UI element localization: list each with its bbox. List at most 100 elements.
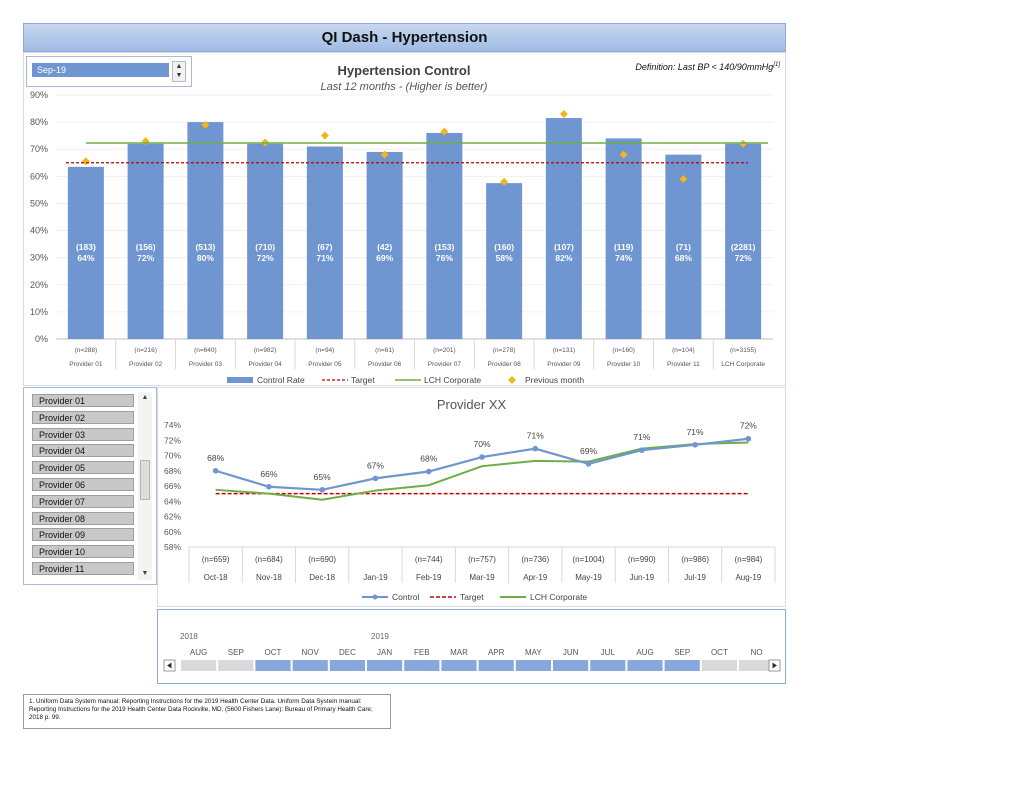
timeline-period-selected[interactable] [292, 660, 328, 671]
bar [127, 143, 164, 339]
provider-list: ▲ ▼ Provider 01 Provider 02 Provider 03 Pro… [23, 387, 157, 585]
scroll-up-icon[interactable]: ▲ [141, 394, 149, 401]
scroll-down-icon[interactable]: ▼ [141, 570, 149, 577]
bar-count-label: (160) [494, 242, 514, 252]
previous-month-marker [559, 109, 568, 118]
bar-value-label: 72% [735, 253, 752, 263]
provider-trend-line-chart: 58% 60% 62% 64% 66% 68% 70% 72% 74% (n=659) Oct-18… [164, 420, 776, 602]
category-n-label: (n=3155) [730, 347, 756, 354]
y-tick-label: 80% [30, 117, 48, 127]
previous-month-marker [380, 150, 389, 159]
dashboard-title: QI Dash - Hypertension [23, 23, 786, 52]
data-label: 69% [580, 446, 597, 456]
timeline-period-selected[interactable] [664, 660, 700, 671]
bar-count-label: (183) [76, 242, 96, 252]
timeline-month-label: NO [751, 648, 763, 657]
timeline-period-selected[interactable] [515, 660, 551, 671]
category-n-label: (n=690) [308, 555, 336, 564]
bar-value-label: 76% [436, 253, 453, 263]
provider-list-item[interactable]: Provider 01 [32, 394, 134, 407]
bar-count-label: (67) [317, 242, 332, 252]
legend-swatch-control-marker [372, 594, 378, 600]
category-label: Jul-19 [684, 573, 706, 582]
month-select-value[interactable]: Sep-19 [32, 63, 169, 77]
data-label: 66% [260, 469, 277, 479]
y-tick-label: 72% [164, 435, 181, 445]
spin-up-icon[interactable]: ▲ [175, 63, 183, 70]
y-tick-label: 60% [30, 171, 48, 181]
category-label: Provider 11 [667, 361, 700, 368]
timeline-period-selected[interactable] [478, 660, 514, 671]
timeline-period[interactable] [218, 660, 254, 671]
provider-list-item[interactable]: Provider 08 [32, 511, 134, 525]
footnote: 1. Uniform Data System manual: Reporting… [23, 694, 391, 729]
provider-list-item[interactable]: Provider 09 [32, 528, 134, 542]
category-label: Provider 03 [189, 361, 223, 368]
legend-swatch-previous [508, 376, 516, 384]
data-label: 71% [527, 431, 544, 441]
provider-list-item[interactable]: Provider 03 [32, 427, 134, 441]
timeline-period[interactable] [701, 660, 737, 671]
data-label: 65% [314, 472, 331, 482]
control-point [425, 468, 432, 475]
control-point [745, 435, 752, 442]
provider-list-item[interactable]: Provider 11 [32, 562, 134, 575]
y-tick-label: 70% [30, 144, 48, 154]
provider-list-item[interactable]: Provider 04 [32, 444, 134, 458]
provider-list-item[interactable]: Provider 07 [32, 494, 134, 508]
timeline-period-selected[interactable] [553, 660, 589, 671]
lch-corporate-line [215, 441, 749, 501]
definition-text: Definition: Last BP < 140/90mmHg [635, 62, 774, 72]
provider-list-item[interactable]: Provider 10 [32, 545, 134, 559]
category-n-label: (n=216) [134, 347, 157, 354]
bar-value-label: 82% [555, 253, 572, 263]
category-n-label: (n=94) [315, 347, 334, 354]
y-tick-label: 58% [164, 542, 181, 552]
month-spinner[interactable]: ▲ ▼ [172, 61, 186, 82]
timeline-period-selected[interactable] [627, 660, 663, 671]
y-tick-label: 60% [164, 527, 181, 537]
bar-value-label: 64% [77, 253, 94, 263]
data-label: 68% [420, 454, 437, 464]
bar [725, 143, 762, 339]
timeline-month-label: NOV [302, 648, 320, 657]
category-label: Jan-19 [363, 573, 388, 582]
previous-month-marker [500, 177, 509, 186]
spin-down-icon[interactable]: ▼ [175, 72, 183, 79]
provider-list-item[interactable]: Provider 05 [32, 461, 134, 475]
previous-month-marker [440, 127, 449, 136]
control-point [372, 475, 379, 482]
scroll-thumb[interactable] [140, 460, 150, 500]
definition-note: Definition: Last BP < 140/90mmHg[1] [540, 62, 780, 72]
y-tick-label: 68% [164, 466, 181, 476]
bar-value-label: 80% [197, 253, 214, 263]
bar-count-label: (513) [195, 242, 215, 252]
timeline-period-selected[interactable] [441, 660, 477, 671]
category-n-label: (n=984) [734, 555, 762, 564]
bar [545, 118, 582, 340]
timeline-period-selected[interactable] [255, 660, 291, 671]
timeline-period[interactable] [181, 660, 217, 671]
legend-label: Target [460, 592, 484, 602]
provider-list-scrollbar[interactable]: ▲ ▼ [138, 392, 152, 580]
bar-value-label: 58% [496, 253, 513, 263]
bar-value-label: 74% [615, 253, 632, 263]
category-n-label: (n=104) [672, 347, 695, 354]
timeline-month-label: DEC [339, 648, 356, 657]
category-n-label: (n=990) [628, 555, 656, 564]
provider-list-item[interactable]: Provider 02 [32, 410, 134, 424]
category-label: May-19 [575, 573, 602, 582]
category-n-label: (n=288) [75, 347, 98, 354]
bar-value-label: 71% [316, 253, 333, 263]
timeline-period-selected[interactable] [404, 660, 440, 671]
previous-month-marker [320, 131, 329, 140]
data-label: 68% [207, 453, 224, 463]
provider-list-item[interactable]: Provider 06 [32, 478, 134, 491]
timeline-period-selected[interactable] [329, 660, 365, 671]
timeline-period-selected[interactable] [367, 660, 403, 671]
bar [366, 151, 403, 339]
timeline-period-selected[interactable] [590, 660, 626, 671]
timeline-month-label: OCT [265, 648, 282, 657]
timeline-period[interactable] [739, 660, 775, 671]
category-n-label: (n=1004) [572, 555, 605, 564]
